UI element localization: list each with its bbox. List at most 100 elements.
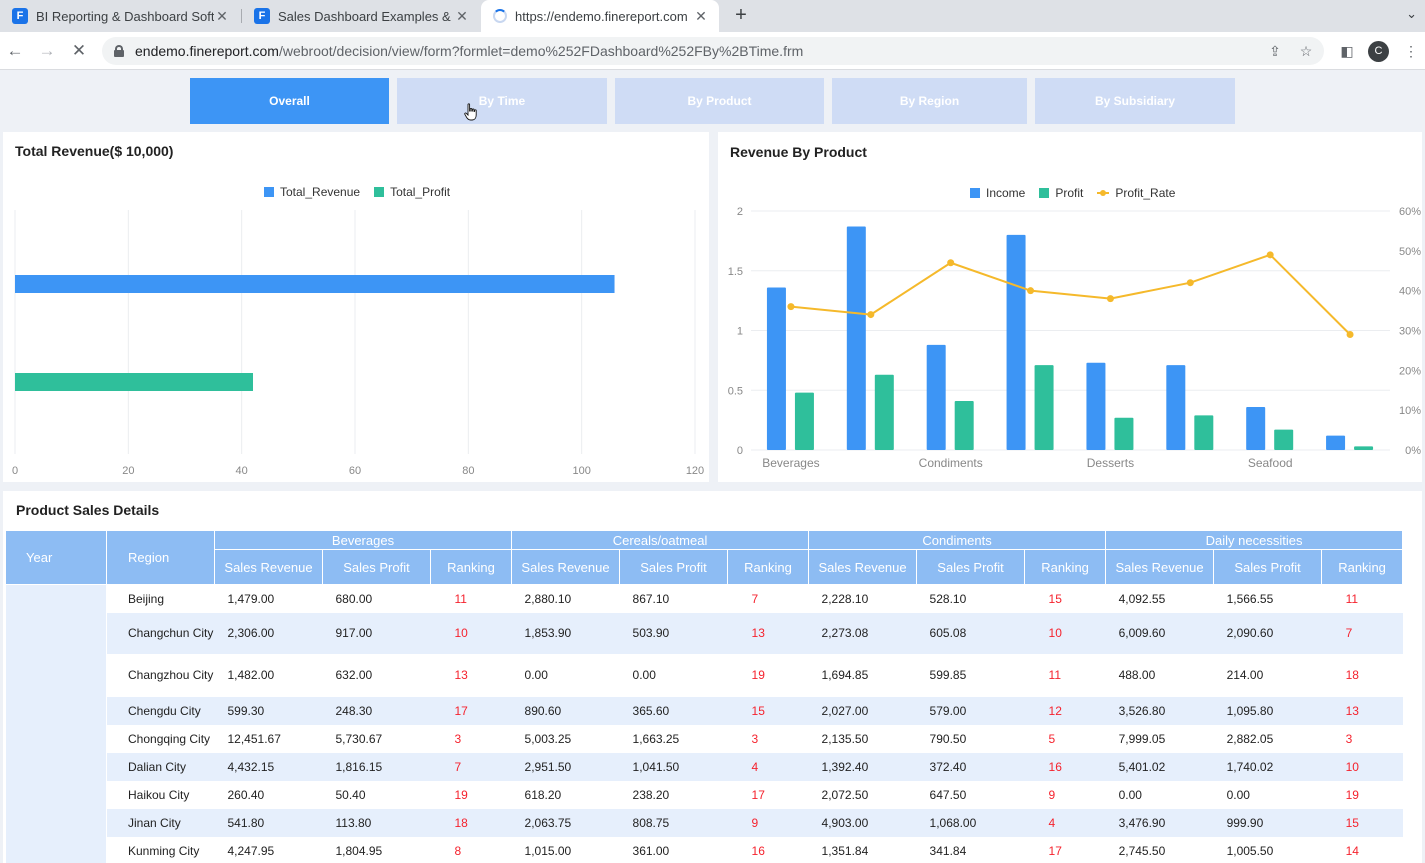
more-menu-icon[interactable]: ⋮ [1404, 43, 1418, 59]
value-cell: 599.85 [929, 668, 967, 682]
bar-income[interactable] [1166, 365, 1186, 450]
close-icon[interactable]: ✕ [695, 7, 707, 24]
legend-item-income[interactable]: Income [970, 186, 1025, 200]
bar-total-revenue[interactable] [15, 275, 615, 293]
legend-item-total-profit[interactable]: Total_Profit [374, 185, 450, 199]
value-cell: 605.08 [916, 612, 1025, 654]
y-tick-label: 1 [737, 326, 743, 338]
legend-item-total-revenue[interactable]: Total_Revenue [264, 185, 360, 199]
bar-income[interactable] [1326, 435, 1346, 450]
bar-income[interactable] [846, 226, 866, 450]
column-header-ranking: Ranking [1321, 549, 1404, 585]
address-bar[interactable]: endemo.finereport.com/webroot/decision/v… [102, 37, 1324, 65]
region-cell: Chengdu City [106, 696, 215, 725]
x-tick-label: Seafood [1248, 456, 1293, 470]
browser-tab-strip: F BI Reporting & Dashboard Soft ✕ F Sale… [0, 0, 1425, 32]
value-cell: 2,951.50 [511, 752, 620, 781]
column-header-sales-revenue: Sales Revenue [1105, 549, 1215, 585]
point-profit-rate[interactable] [1266, 251, 1274, 259]
nav-button-by-product[interactable]: By Product [615, 78, 824, 124]
nav-button-by-time[interactable]: By Time [397, 78, 607, 124]
y-tick-label: 0.5 [728, 385, 743, 397]
ranking-cell: 16 [1024, 752, 1106, 781]
close-icon[interactable]: ✕ [456, 7, 468, 24]
column-header-sales-revenue: Sales Revenue [808, 549, 918, 585]
table-row[interactable]: Dalian City 4,432.15 1,816.15 7 2,951.50 1,04… [6, 752, 1403, 781]
forward-arrow-icon[interactable]: → [38, 41, 56, 60]
close-icon[interactable]: ✕ [216, 7, 228, 24]
value-cell: 50.40 [335, 787, 366, 802]
group-header-beverages: Beverages [213, 530, 513, 550]
value-cell: 1,663.25 [632, 731, 680, 746]
y-tick-label: 1.5 [728, 266, 743, 278]
bar-profit[interactable] [1194, 415, 1214, 450]
bar-profit[interactable] [794, 392, 814, 450]
point-profit-rate[interactable] [1106, 295, 1114, 303]
bar-profit[interactable] [1034, 365, 1054, 450]
bar-profit[interactable] [874, 374, 894, 450]
year-cell [5, 584, 107, 863]
table-row[interactable]: Kunming City 4,247.95 1,804.95 8 1,015.00 361… [6, 837, 1403, 863]
table-row[interactable]: Chongqing City 12,451.67 5,730.67 3 5,003.25… [6, 725, 1403, 753]
table-row[interactable]: Changzhou City 1,482.00 632.00 13 0.00 0.00 19… [6, 654, 1403, 697]
point-profit-rate[interactable] [1186, 279, 1194, 287]
table-row[interactable]: Chengdu City 599.30 248.30 17 890.60 365.60 15… [6, 696, 1403, 725]
new-tab-button[interactable]: + [735, 4, 747, 26]
bar-profit[interactable] [1274, 429, 1294, 450]
ranking-cell: 11 [454, 591, 467, 606]
value-cell: 4,092.55 [1118, 591, 1166, 606]
nav-button-by-region[interactable]: By Region [832, 78, 1027, 124]
value-cell: 1,015.00 [524, 843, 572, 858]
point-profit-rate[interactable] [947, 259, 955, 267]
value-cell: 1,041.50 [619, 752, 728, 781]
table-row[interactable]: Jinan City 541.80 113.80 18 2,063.75 808.75 9 4… [6, 808, 1403, 837]
ranking-cell: 16 [751, 843, 765, 858]
point-profit-rate[interactable] [1346, 330, 1354, 338]
ranking-cell: 13 [1321, 696, 1403, 725]
bar-income[interactable] [766, 287, 786, 450]
bar-income[interactable] [1086, 362, 1106, 450]
bar-profit[interactable] [1354, 446, 1374, 450]
bar-income[interactable] [1246, 406, 1266, 450]
nav-button-by-subsidiary[interactable]: By Subsidiary [1035, 78, 1235, 124]
profile-avatar[interactable]: C [1368, 41, 1389, 62]
point-profit-rate[interactable] [787, 303, 795, 311]
value-cell: 3,526.80 [1105, 696, 1214, 725]
y2-tick-label: 50% [1399, 246, 1421, 258]
value-cell: 365.60 [619, 696, 728, 725]
tab-search-chevron-icon[interactable]: ⌄ [1406, 6, 1417, 21]
back-arrow-icon[interactable]: ← [6, 41, 24, 60]
chart-legend: Income Profit Profit_Rate [970, 186, 1189, 200]
browser-tab-sales-dashboard[interactable]: F Sales Dashboard Examples & T ✕ [242, 0, 480, 32]
bookmark-star-icon[interactable]: ☆ [1299, 43, 1313, 59]
ranking-cell: 7 [1321, 612, 1403, 654]
point-profit-rate[interactable] [867, 311, 875, 319]
legend-item-profit[interactable]: Profit [1039, 186, 1083, 200]
browser-tab-endemo[interactable]: https://endemo.finereport.com ✕ [481, 0, 719, 32]
x-tick-label: 0 [12, 465, 18, 477]
bar-income[interactable] [926, 344, 946, 450]
stop-loading-icon[interactable]: ✕ [71, 41, 87, 60]
region-cell: Changchun City [106, 612, 215, 654]
value-cell: 1,479.00 [227, 591, 275, 606]
side-panel-icon[interactable]: ◧ [1340, 43, 1354, 59]
value-cell: 2,027.00 [808, 696, 917, 725]
nav-button-overall[interactable]: Overall [190, 78, 389, 124]
bar-income[interactable] [1006, 234, 1026, 450]
browser-tab-bi-reporting[interactable]: F BI Reporting & Dashboard Soft ✕ [0, 0, 240, 32]
bar-profit[interactable] [954, 401, 974, 450]
column-header-sales-profit: Sales Profit [1213, 549, 1323, 585]
value-cell: 2,880.10 [524, 591, 572, 606]
table-row[interactable]: Beijing 1,479.00 680.00 11 2,880.10 867.10 7 2,… [5, 584, 1403, 863]
table-row[interactable]: Changchun City 2,306.00 917.00 10 1,853.90 50… [6, 612, 1403, 654]
bar-profit[interactable] [1114, 417, 1134, 450]
ranking-cell: 18 [430, 808, 512, 837]
value-cell: 0.00 [632, 668, 656, 682]
table-row[interactable]: Haikou City 260.40 50.40 19 618.20 238.20 17 2,… [6, 781, 1403, 809]
bar-total-profit[interactable] [15, 373, 253, 391]
legend-item-profit-rate[interactable]: Profit_Rate [1097, 186, 1175, 200]
share-icon[interactable]: ⇪ [1269, 43, 1281, 59]
x-tick-label: 100 [572, 465, 590, 477]
point-profit-rate[interactable] [1027, 287, 1035, 295]
y2-tick-label: 60% [1399, 206, 1421, 218]
